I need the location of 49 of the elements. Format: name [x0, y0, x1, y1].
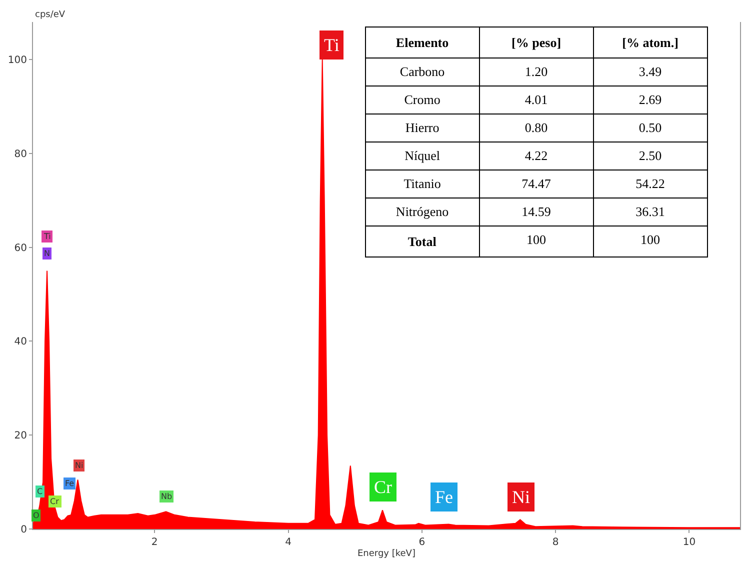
annotation: Total	[408, 234, 437, 250]
annotation: Cr	[50, 497, 60, 506]
annotation: 1.20	[524, 64, 548, 79]
annotation: Carbono	[400, 64, 445, 79]
annotation: 2.69	[638, 92, 662, 107]
annotation: Níquel	[404, 148, 440, 163]
x-tick-label: 2	[151, 537, 158, 548]
annotation: O	[33, 511, 40, 520]
x-axis-title: Energy [keV]	[358, 548, 416, 559]
annotation: Hierro	[405, 120, 440, 135]
y-tick-label: 0	[20, 524, 27, 536]
annotation: Cromo	[404, 92, 440, 107]
annotation: [% peso]	[512, 35, 562, 50]
annotation: Cr	[374, 477, 392, 497]
annotation: [% atom.]	[622, 35, 678, 50]
y-tick-label: 20	[14, 430, 27, 442]
annotation: 100	[526, 232, 546, 247]
annotation: 0.50	[638, 120, 662, 135]
annotation: Ni	[512, 487, 530, 507]
annotation: 74.47	[522, 176, 552, 191]
annotation: Titanio	[404, 176, 441, 191]
annotation: Ti	[43, 232, 51, 241]
x-tick-label: 10	[682, 537, 696, 548]
annotation: Ti	[324, 35, 340, 55]
y-tick-label: 60	[14, 242, 27, 254]
x-tick-label: 4	[285, 537, 292, 548]
annotation: 3.49	[638, 64, 662, 79]
x-tick-label: 6	[418, 537, 426, 548]
annotation: 100	[640, 232, 660, 247]
annotation: 36.31	[636, 204, 665, 219]
annotation: Nb	[161, 492, 172, 501]
annotation: Nitrógeno	[396, 204, 449, 219]
annotation: 14.59	[522, 204, 551, 219]
annotation: 54.22	[636, 176, 665, 191]
annotation: N	[44, 249, 50, 258]
annotation: 4.01	[524, 92, 548, 107]
x-tick-label: 8	[552, 537, 559, 548]
annotation: 4.22	[524, 148, 548, 163]
annotation: 0.80	[524, 120, 548, 135]
annotation: Fe	[435, 487, 454, 507]
y-tick-label: 100	[8, 55, 27, 66]
y-tick-label: 40	[14, 336, 27, 348]
y-axis-title: cps/eV	[35, 10, 66, 20]
y-tick-label: 80	[14, 148, 27, 160]
annotation: Elemento	[396, 35, 449, 50]
annotation: 2.50	[638, 148, 662, 163]
annotation: Ni	[75, 461, 84, 470]
annotation: C	[37, 487, 43, 496]
annotation: Fe	[65, 479, 74, 488]
